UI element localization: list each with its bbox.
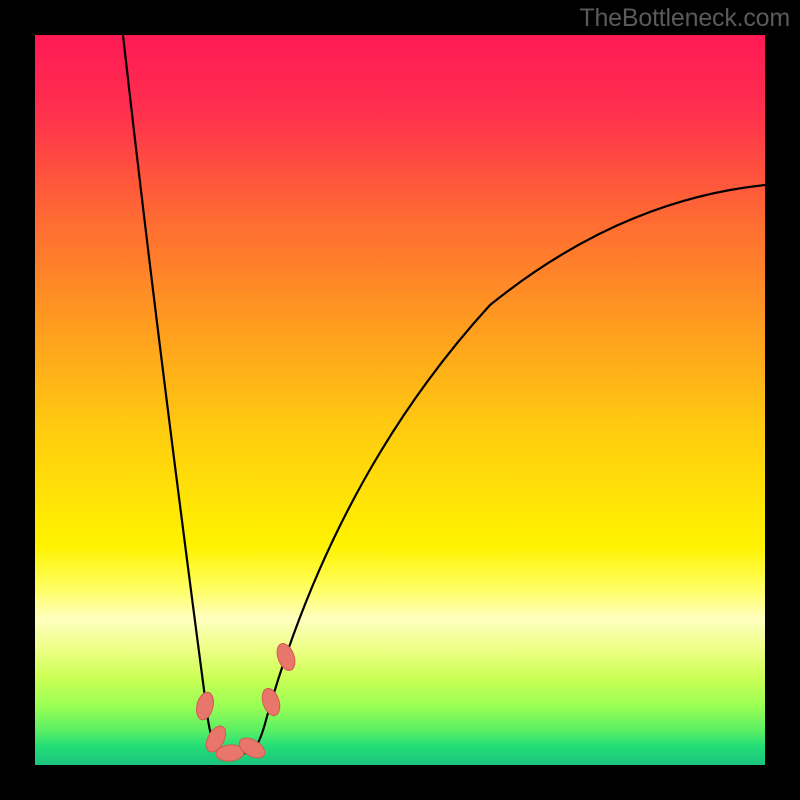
curve-marker	[259, 686, 283, 718]
curve-overlay	[0, 0, 800, 800]
curve-marker	[194, 690, 216, 721]
bottleneck-curve	[123, 35, 765, 753]
watermark-text: TheBottleneck.com	[579, 4, 790, 33]
canvas: TheBottleneck.com	[0, 0, 800, 800]
curve-marker	[274, 641, 299, 673]
